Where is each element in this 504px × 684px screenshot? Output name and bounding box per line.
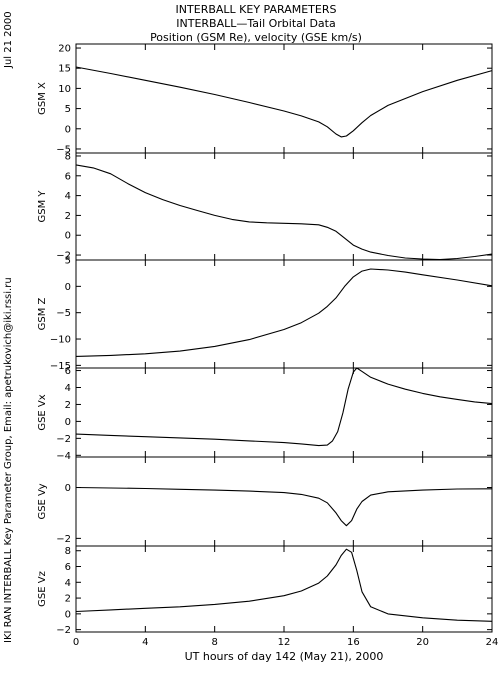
y-tick-label: 0 [65, 124, 71, 135]
panel-frame [75, 367, 493, 458]
date-label: Jul 21 2000 [3, 11, 14, 69]
chart-description: Position (GSM Re), velocity (GSE km/s) [150, 31, 362, 44]
panel-frame [75, 456, 493, 547]
panel-6: −2 0 2 4 6 8 GSE Vz [37, 545, 493, 636]
y-tick-label: −4 [56, 451, 71, 462]
y-axis-label: GSM Y [37, 190, 48, 223]
series-line [75, 486, 493, 527]
y-tick-label: −2 [56, 251, 71, 262]
y-tick-label: 5 [65, 256, 71, 267]
chart-title: INTERBALL KEY PARAMETERS [176, 3, 337, 16]
y-tick-label: 4 [65, 191, 71, 202]
panel-1: −5 0 5 10 15 20 GSM X [37, 43, 493, 155]
y-tick-label: −2 [56, 434, 71, 445]
panel-frame [75, 152, 493, 261]
y-tick-label: 0 [65, 231, 71, 242]
panel-frame [75, 43, 493, 154]
series-line [75, 66, 493, 138]
series-line [75, 268, 493, 357]
y-tick-label: 4 [65, 383, 71, 394]
x-tick-label: 20 [416, 637, 429, 648]
y-tick-label: −5 [56, 308, 71, 319]
y-tick-label: −2 [56, 534, 71, 545]
x-tick-label: 0 [73, 637, 79, 648]
y-tick-label: 0 [65, 609, 71, 620]
y-axis-label: GSE Vz [37, 571, 48, 607]
x-axis-label: UT hours of day 142 (May 21), 2000 [185, 650, 384, 663]
credit-label: IKI RAN INTERBALL Key Parameter Group, E… [3, 277, 14, 643]
y-tick-label: 6 [65, 562, 71, 573]
y-tick-label: 20 [58, 44, 71, 55]
chart-subtitle: INTERBALL—Tail Orbital Data [176, 17, 335, 30]
x-tick-label: 24 [486, 637, 499, 648]
y-tick-label: 0 [65, 282, 71, 293]
y-tick-label: 4 [65, 578, 71, 589]
y-axis-label: GSE Vx [37, 394, 48, 430]
y-axis-label: GSM X [37, 82, 48, 115]
panel-5: −2 0 GSE Vy [37, 456, 493, 547]
y-tick-label: −10 [50, 335, 71, 346]
y-tick-label: −15 [50, 361, 71, 372]
panel-2: −2 0 2 4 6 8 GSM Y [37, 151, 493, 262]
y-tick-label: 5 [65, 104, 71, 115]
y-tick-label: 0 [65, 483, 71, 494]
x-tick-label: 16 [347, 637, 360, 648]
series-line [75, 164, 493, 261]
y-axis-label: GSM Z [37, 297, 48, 330]
y-tick-label: 6 [65, 366, 71, 377]
x-tick-label: 4 [142, 637, 148, 648]
y-tick-label: 8 [65, 151, 71, 162]
series-line [75, 548, 493, 622]
panel-3: −15 −10 −5 0 5 GSM Z [37, 256, 493, 372]
y-tick-label: 15 [58, 64, 71, 75]
x-tick-label: 8 [211, 637, 217, 648]
panel-frame [75, 545, 493, 633]
series-line [75, 367, 493, 447]
x-tick-label: 12 [278, 637, 291, 648]
y-tick-label: 2 [65, 400, 71, 411]
y-tick-label: 2 [65, 594, 71, 605]
y-tick-label: 0 [65, 417, 71, 428]
y-tick-label: 10 [58, 84, 71, 95]
x-axis: 0 4 8 12 16 20 24 [73, 637, 499, 648]
panel-4: −4 −2 0 2 4 6 GSE Vx [37, 366, 493, 462]
y-tick-label: −5 [56, 144, 71, 155]
y-tick-label: 2 [65, 211, 71, 222]
y-axis-label: GSE Vy [37, 483, 48, 519]
y-tick-label: −2 [56, 625, 71, 636]
y-tick-label: 8 [65, 546, 71, 557]
y-tick-label: 6 [65, 171, 71, 182]
